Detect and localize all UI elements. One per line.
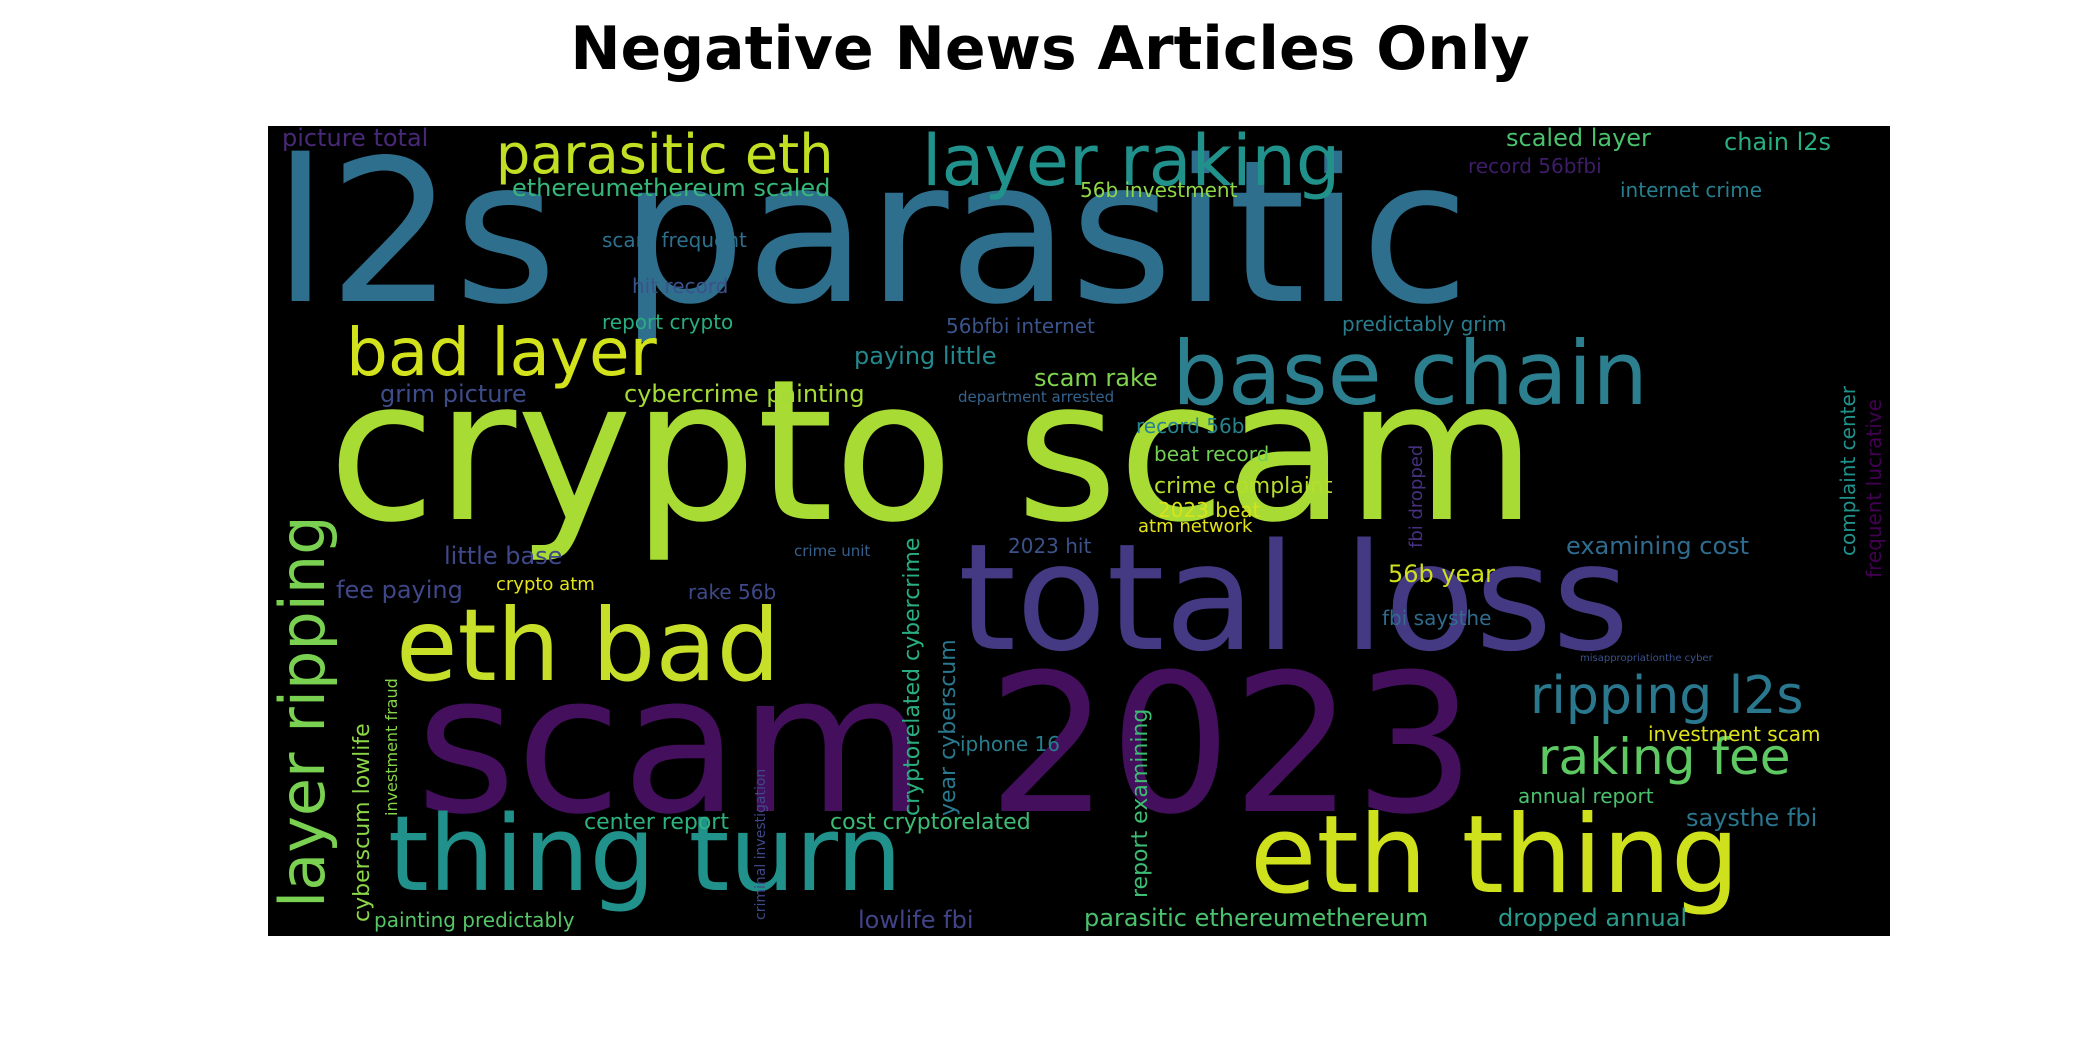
word-grim-picture: grim picture xyxy=(380,380,527,408)
word-cryptorelated-cybercrime: cryptorelated cybercrime xyxy=(900,537,925,816)
word-bad-layer: bad layer xyxy=(346,314,657,391)
word-chain-l2s: chain l2s xyxy=(1724,128,1832,156)
word-complaint-center: complaint center xyxy=(1836,386,1860,556)
word-frequent-lucrative: frequent lucrative xyxy=(1862,399,1886,578)
word-criminal-investigation: criminal investigation xyxy=(753,768,769,920)
word-total-loss: total loss xyxy=(958,512,1630,684)
word-crypto-atm: crypto atm xyxy=(496,574,595,595)
word-layer-raking: layer raking xyxy=(922,126,1341,202)
word-scam-rake: scam rake xyxy=(1034,364,1158,392)
word-painting-predictably: painting predictably xyxy=(374,908,575,932)
word-scam-frequent: scam frequent xyxy=(602,228,747,252)
word-saysthe-fbi: saysthe fbi xyxy=(1686,804,1818,832)
word-cloud: l2s parasitic crypto scam total loss sca… xyxy=(268,126,1890,936)
word-l2s-parasitic: l2s parasitic xyxy=(273,126,1470,348)
word-record-56bfbi: record 56bfbi xyxy=(1468,154,1602,178)
word-cyberscum-lowlife: cyberscum lowlife xyxy=(350,723,375,922)
word-fbi-saysthe: fbi saysthe xyxy=(1382,606,1492,630)
word-picture-total: picture total xyxy=(282,126,429,152)
word-report-crypto: report crypto xyxy=(602,310,734,334)
word-misappropriationthe-cyber: misappropriationthe cyber xyxy=(1580,653,1713,664)
word-fee-paying: fee paying xyxy=(336,576,463,604)
word-56b-year: 56b year xyxy=(1388,560,1495,588)
word-internet-crime: internet crime xyxy=(1620,178,1762,202)
word-base-chain: base chain xyxy=(1172,322,1649,425)
word-cost-cryptorelated: cost cryptorelated xyxy=(830,810,1031,835)
word-crime-complaint: crime complaint xyxy=(1154,474,1333,499)
word-dropped-annual: dropped annual xyxy=(1498,904,1688,932)
chart-title: Negative News Articles Only xyxy=(570,14,1530,84)
word-paying-little: paying little xyxy=(854,342,997,370)
word-parasitic-eth: parasitic eth xyxy=(496,126,834,186)
word-little-base: little base xyxy=(444,542,563,570)
word-beat-record: beat record xyxy=(1154,442,1270,466)
word-ethereumethereum-scaled: ethereumethereum scaled xyxy=(512,174,831,202)
word-annual-report: annual report xyxy=(1518,784,1654,808)
word-eth-thing: eth thing xyxy=(1250,793,1740,918)
word-report-examining: report examining xyxy=(1128,708,1153,898)
word-scaled-layer: scaled layer xyxy=(1506,126,1651,152)
word-crypto-scam: crypto scam xyxy=(328,338,1537,566)
word-investment-scam: investment scam xyxy=(1648,722,1821,746)
word-department-arrested: department arrested xyxy=(958,388,1115,406)
word-scam-2023: scam 2023 xyxy=(416,634,1476,857)
word-predictably-grim: predictably grim xyxy=(1342,312,1507,336)
word-record-56b: record 56b xyxy=(1136,414,1245,438)
word-investment-fraud: investment fraud xyxy=(382,678,401,816)
word-56b-investment: 56b investment xyxy=(1080,178,1238,202)
word-hit-record: hit record xyxy=(632,274,729,298)
word-crime-unit: crime unit xyxy=(794,542,871,560)
word-2023-beat: 2023 beat xyxy=(1158,498,1261,522)
word-atm-network: atm network xyxy=(1138,516,1253,537)
word-56bfbi-internet: 56bfbi internet xyxy=(946,314,1095,338)
word-center-report: center report xyxy=(584,810,729,835)
word-rake-56b: rake 56b xyxy=(688,580,777,604)
word-lowlife-fbi: lowlife fbi xyxy=(858,906,974,934)
word-layer-ripping: layer ripping xyxy=(268,515,339,908)
word-year-cyberscum: year cyberscum xyxy=(936,639,961,816)
word-thing-turn: thing turn xyxy=(388,793,903,915)
word-ripping-l2s: ripping l2s xyxy=(1530,666,1804,726)
word-iphone-16: iphone 16 xyxy=(960,732,1060,756)
word-raking-fee: raking fee xyxy=(1538,728,1791,786)
word-parasitic-ethereumethereum: parasitic ethereumethereum xyxy=(1084,904,1429,932)
word-fbi-dropped: fbi dropped xyxy=(1406,444,1427,548)
word-eth-bad: eth bad xyxy=(396,587,781,704)
word-cybercrime-painting: cybercrime painting xyxy=(624,380,865,408)
word-2023-hit: 2023 hit xyxy=(1008,534,1092,558)
word-examining-cost: examining cost xyxy=(1566,532,1750,560)
